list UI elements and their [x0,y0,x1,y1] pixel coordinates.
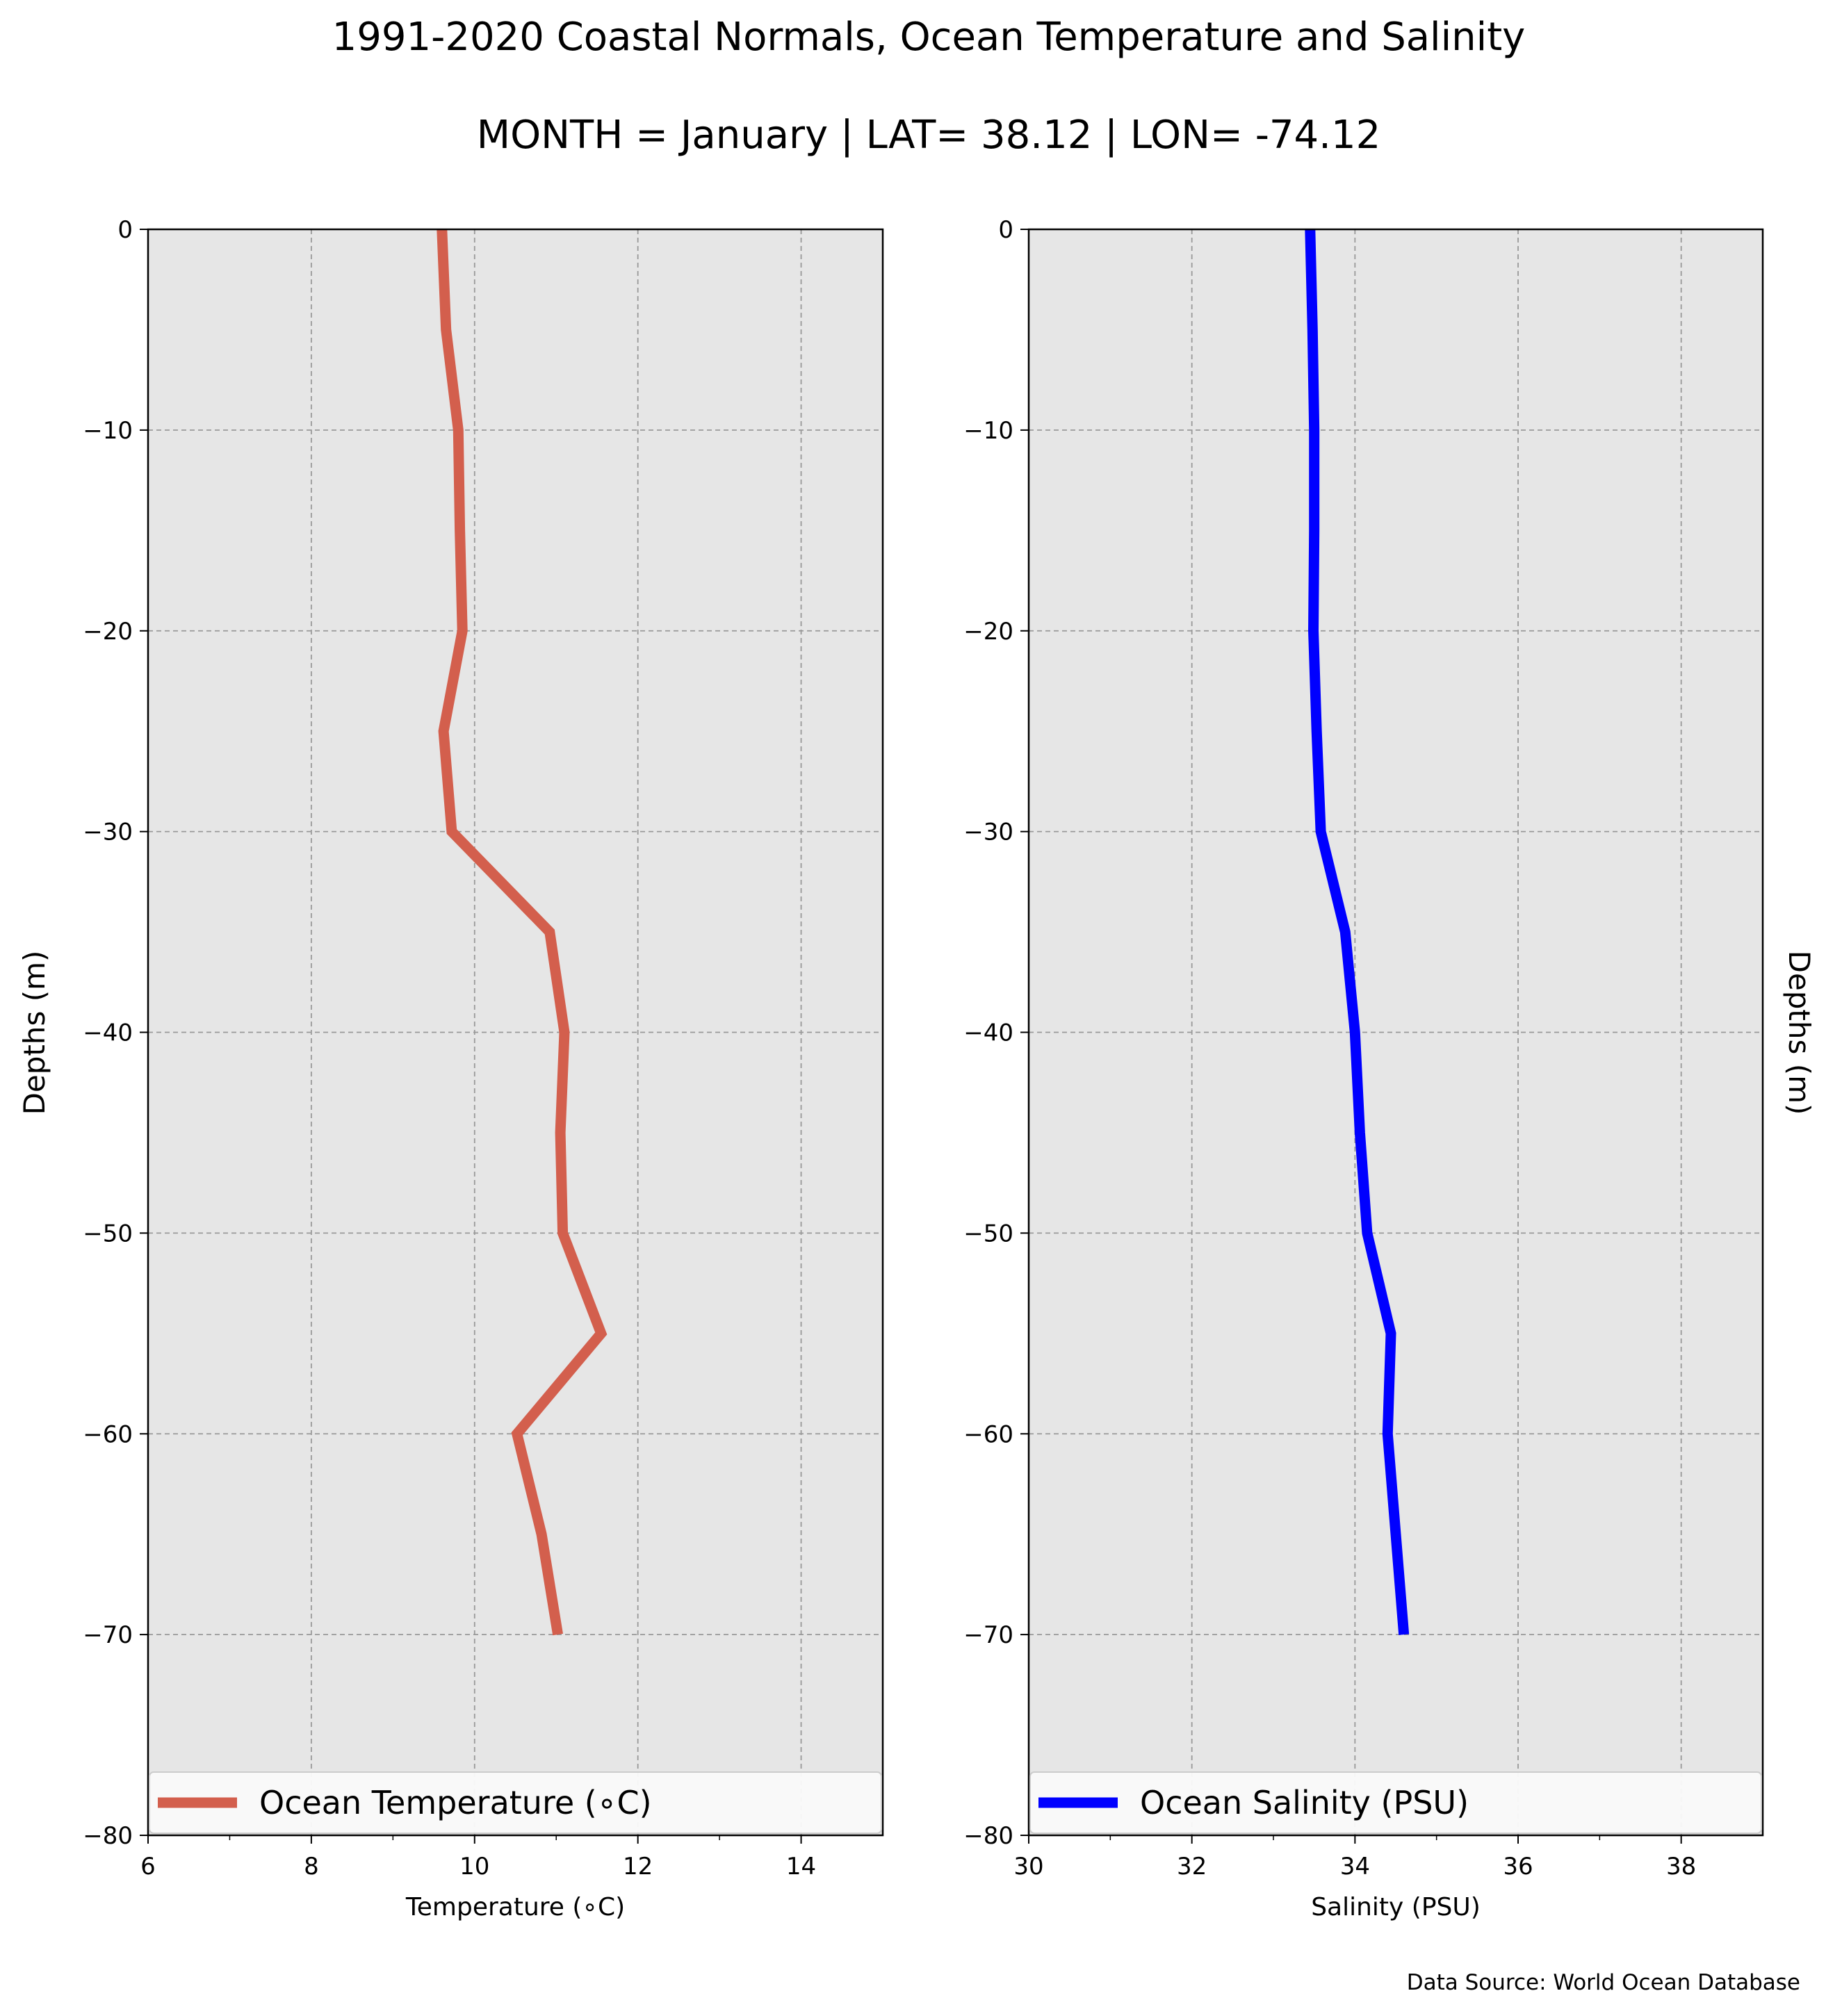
temperature-y-tick-label: −20 [83,618,133,646]
salinity-y-tick-label: −40 [963,1019,1013,1047]
temperature-y-tick-label: −70 [83,1621,133,1649]
salinity-x-tick-label: 38 [1666,1853,1696,1880]
salinity-legend: Ocean Salinity (PSU) [1029,1771,1762,1834]
chart-title: 1991-2020 Coastal Normals, Ocean Tempera… [332,15,1526,60]
temperature-y-tick-label: −30 [83,819,133,846]
salinity-y-tick-label: −30 [963,819,1013,846]
temperature-y-tick-label: −60 [83,1420,133,1448]
temperature-x-tick-label: 6 [140,1853,156,1880]
salinity-x-tick-label: 34 [1340,1853,1370,1880]
salinity-y-tick-label: −70 [963,1621,1013,1649]
left-y-axis-label: Depths (m) [17,951,51,1115]
right-y-axis-label: Depths (m) [1782,951,1816,1115]
temperature-series-line [437,229,608,1636]
temperature-y-tick-label: −50 [83,1220,133,1247]
salinity-legend-box [1029,1771,1762,1834]
temperature-y-tick-label: −80 [83,1822,133,1850]
salinity-axes-frame [1027,228,1764,1837]
temperature-x-tick-label: 12 [623,1853,653,1880]
salinity-y-tick-label: −10 [963,417,1013,445]
temperature-legend-label: Ocean Temperature (∘C) [259,1784,652,1821]
salinity-x-tick-label: 32 [1177,1853,1207,1880]
temperature-y-tick-label: −10 [83,417,133,445]
temperature-axes-frame [147,228,884,1837]
temperature-x-tick-label: 10 [459,1853,489,1880]
temperature-panel: 6 8 10 12 14 0 −10 −20 −30 −40 −50 −60 −70 −80 Ocean T… [83,216,884,1921]
salinity-panel: 30 32 34 36 38 0 −10 −20 −30 −40 −50 −60 −70 −80 Ocean… [963,216,1764,1921]
temperature-x-axis-label: Temperature (∘C) [405,1893,625,1921]
temperature-legend-box [149,1771,882,1834]
temperature-x-tick-label: 8 [304,1853,319,1880]
salinity-y-tick-label: −20 [963,618,1013,646]
salinity-legend-label: Ocean Salinity (PSU) [1140,1784,1469,1821]
temperature-y-tick-label: −40 [83,1019,133,1047]
salinity-y-tick-label: 0 [998,216,1013,244]
salinity-x-tick-label: 30 [1013,1853,1043,1880]
temperature-x-tick-label: 14 [786,1853,816,1880]
salinity-x-tick-label: 36 [1503,1853,1533,1880]
temperature-legend: Ocean Temperature (∘C) [149,1771,882,1834]
salinity-y-tick-label: −60 [963,1420,1013,1448]
data-source-note: Data Source: World Ocean Database [1407,1970,1800,1995]
salinity-x-axis-label: Salinity (PSU) [1311,1893,1481,1921]
salinity-series-line [1305,229,1410,1635]
temperature-y-tick-label: 0 [117,216,133,244]
chart-subtitle: MONTH = January | LAT= 38.12 | LON= -74.… [477,113,1380,158]
salinity-y-tick-label: −80 [963,1822,1013,1850]
salinity-y-tick-label: −50 [963,1220,1013,1247]
